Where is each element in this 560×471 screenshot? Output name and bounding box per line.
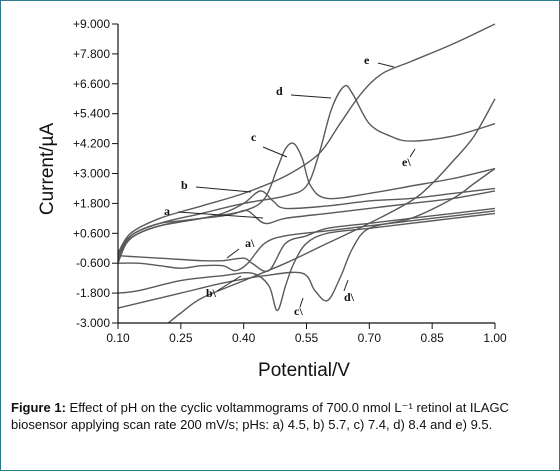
curve-label-leader xyxy=(409,148,416,158)
cyclic-voltammogram-chart: +9.000 +7.800 +6.600 +5.400 +4.200 +3.000 +1.8… xyxy=(37,17,507,381)
y-tick-label: +3.000 xyxy=(73,167,110,181)
curve-label-leader xyxy=(299,297,304,308)
y-tick-label: +4.200 xyxy=(73,137,110,151)
y-tick-label: -3.000 xyxy=(76,316,110,330)
y-tick-label: -0.600 xyxy=(76,256,110,270)
y-tick-label: +1.800 xyxy=(73,196,110,210)
curve-label-leader xyxy=(262,146,288,158)
curve-label: d\ xyxy=(344,290,355,304)
curve-label-leader xyxy=(177,211,264,219)
y-tick-label: +6.600 xyxy=(73,77,110,91)
curve-d-anodic xyxy=(117,84,496,257)
curve-label-leader xyxy=(226,248,240,259)
curve-e-cathodic xyxy=(167,98,496,324)
curve-label: b\ xyxy=(206,286,217,300)
curve-label: c xyxy=(251,130,257,144)
x-axis-label: Potential/V xyxy=(258,360,350,381)
x-tick-label: 0.55 xyxy=(295,331,319,345)
curve-label-leader xyxy=(195,186,252,193)
curve-label: c\ xyxy=(294,304,303,318)
y-axis-label: Current/µA xyxy=(37,123,58,216)
curve-label: d xyxy=(276,84,283,98)
y-tick-label: +9.000 xyxy=(73,17,110,31)
curve-label: a\ xyxy=(245,236,255,250)
curve-label: e xyxy=(364,53,370,67)
curve-a-anodic xyxy=(117,190,496,261)
curve-label: e\ xyxy=(402,155,411,169)
curve-a-cathodic xyxy=(117,210,496,272)
x-tick-label: 0.40 xyxy=(232,331,256,345)
curve-label-leader xyxy=(290,94,332,99)
curve-e-anodic xyxy=(117,23,496,254)
x-tick-label: 0.85 xyxy=(420,331,444,345)
x-tick-label: 0.10 xyxy=(106,331,130,345)
curve-label-leader xyxy=(343,279,349,292)
caption-lead: Figure 1: xyxy=(11,400,66,415)
curve-d-cathodic xyxy=(117,167,496,309)
curve-label: a xyxy=(164,204,170,218)
x-tick-label: 1.00 xyxy=(483,331,507,345)
x-tick-label: 0.25 xyxy=(169,331,193,345)
curve-c-anodic xyxy=(117,142,496,259)
figure-caption: Figure 1: Effect of pH on the cyclic vol… xyxy=(11,399,551,433)
curve-c-cathodic xyxy=(117,212,496,312)
y-tick-label: +5.400 xyxy=(73,107,110,121)
curve-label-leader xyxy=(216,275,242,292)
curve-label-leader xyxy=(377,62,395,68)
y-tick-label: +7.800 xyxy=(73,47,110,61)
y-tick-label: -1.800 xyxy=(76,286,110,300)
x-tick-label: 0.70 xyxy=(358,331,382,345)
caption-text: Effect of pH on the cyclic voltammograms… xyxy=(11,400,509,432)
y-tick-label: +0.600 xyxy=(73,226,110,240)
curve-label: b xyxy=(181,178,188,192)
